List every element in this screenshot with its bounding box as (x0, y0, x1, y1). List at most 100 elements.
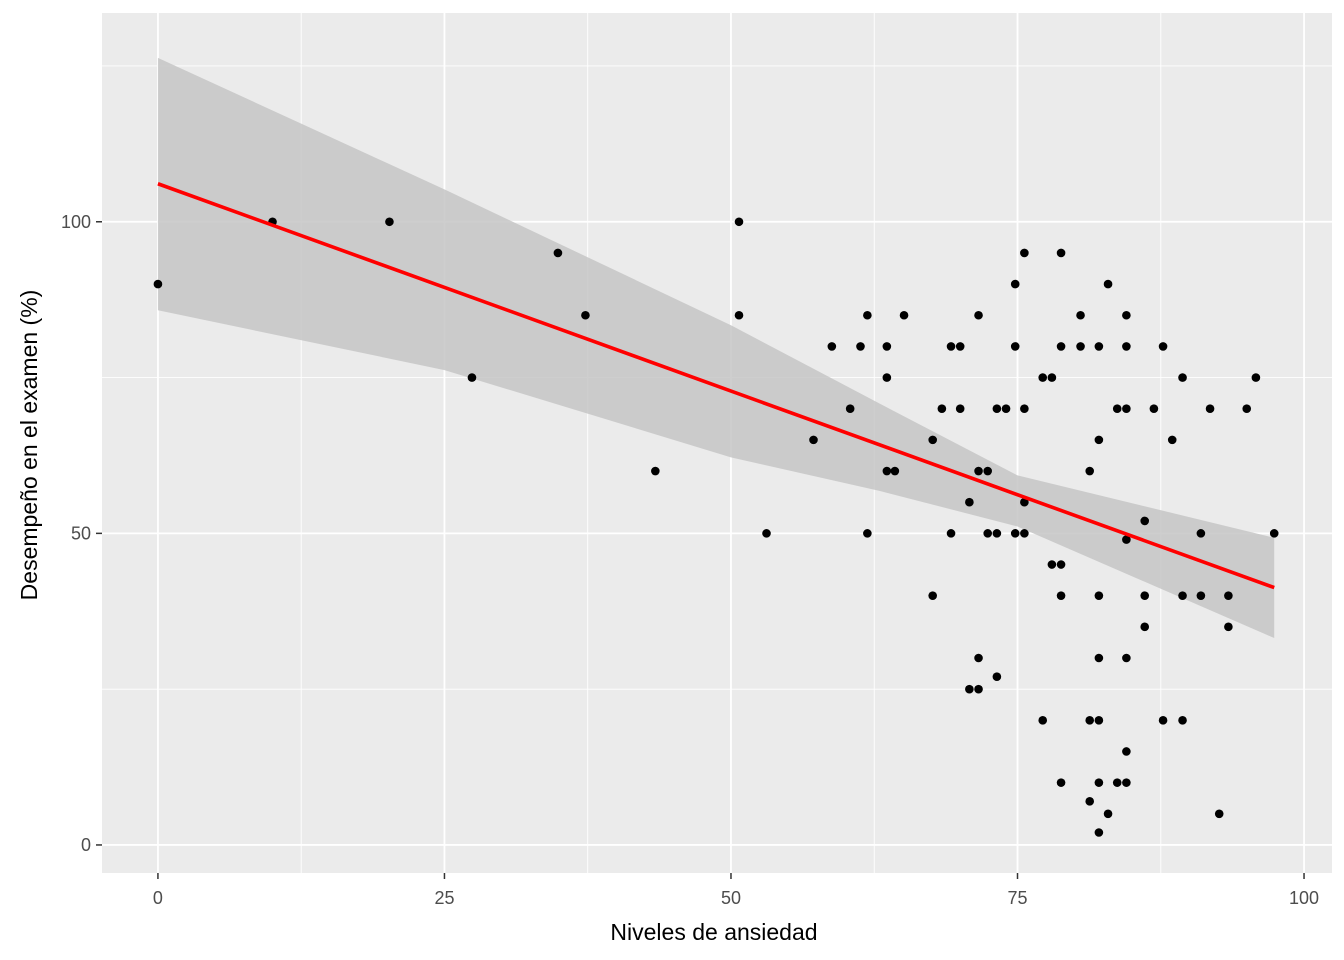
data-point (1020, 404, 1029, 414)
data-point (1112, 778, 1122, 787)
data-point (1103, 279, 1113, 289)
x-tick-label: 25 (434, 888, 454, 908)
data-point (1085, 797, 1095, 806)
data-point (863, 310, 872, 320)
data-point (1196, 529, 1206, 538)
data-point (1094, 653, 1104, 663)
data-point (946, 529, 956, 538)
x-tick-label: 50 (721, 888, 741, 908)
data-point (734, 217, 744, 227)
data-point (899, 310, 909, 320)
data-point (992, 404, 1002, 414)
data-point (974, 653, 983, 663)
data-point (581, 310, 590, 320)
data-point (983, 466, 993, 476)
data-point (992, 672, 1002, 681)
data-point (1094, 591, 1104, 600)
x-tick-label: 0 (153, 888, 163, 908)
data-point (1122, 778, 1131, 787)
data-point (856, 342, 865, 351)
data-point (1076, 310, 1085, 320)
x-tick-label: 100 (1289, 888, 1319, 908)
data-point (553, 248, 563, 258)
data-point (1094, 778, 1104, 787)
data-point (1140, 516, 1150, 526)
data-point (1001, 404, 1011, 414)
data-point (1158, 716, 1168, 725)
data-point (955, 404, 965, 414)
data-point (1122, 535, 1131, 544)
y-tick-label: 50 (71, 523, 91, 543)
data-point (1224, 591, 1233, 600)
data-point (890, 466, 900, 476)
data-point (1178, 591, 1187, 600)
data-point (882, 373, 892, 382)
data-point (651, 466, 660, 476)
x-tick-label: 75 (1007, 888, 1027, 908)
data-point (1140, 591, 1150, 600)
data-point (1158, 342, 1168, 351)
y-tick-label: 100 (61, 212, 91, 232)
data-point (809, 435, 818, 445)
data-point (1122, 747, 1131, 756)
data-point (845, 404, 855, 414)
data-point (1251, 373, 1261, 382)
data-point (734, 310, 744, 320)
data-point (974, 310, 983, 320)
data-point (1103, 809, 1113, 819)
data-point (1076, 342, 1085, 351)
data-point (1047, 560, 1057, 569)
data-point (1056, 248, 1066, 258)
data-point (1056, 591, 1066, 600)
data-point (1122, 404, 1131, 414)
data-point (937, 404, 947, 414)
data-point (974, 466, 983, 476)
data-point (1242, 404, 1252, 414)
data-point (1149, 404, 1159, 414)
y-axis: 0 50 100 (61, 212, 102, 855)
data-point (1085, 466, 1095, 476)
data-point (983, 529, 993, 538)
data-point (762, 529, 771, 538)
regression-line (157, 182, 1275, 590)
data-point (1094, 828, 1104, 837)
data-point (827, 342, 837, 351)
data-point (1214, 809, 1224, 819)
data-point (1269, 529, 1279, 538)
data-point (1094, 716, 1104, 725)
data-point (1224, 622, 1233, 632)
data-point (1020, 497, 1029, 507)
data-point (1047, 373, 1057, 382)
data-point (385, 217, 394, 227)
data-point (1085, 716, 1095, 725)
data-point (1094, 435, 1104, 445)
data-point (974, 684, 983, 694)
data-point (955, 342, 965, 351)
data-point (882, 342, 892, 351)
data-point (1056, 560, 1066, 569)
data-point (928, 435, 937, 445)
data-point (1178, 373, 1187, 382)
confidence-band-layer (157, 57, 1275, 639)
fit-line-layer (157, 182, 1275, 590)
data-point (1056, 342, 1066, 351)
data-point (1056, 778, 1066, 787)
data-point (1010, 342, 1020, 351)
data-point (1205, 404, 1215, 414)
data-point (965, 684, 974, 694)
data-point (1020, 248, 1029, 258)
data-point (946, 342, 956, 351)
data-point (882, 466, 892, 476)
data-point (1122, 342, 1131, 351)
data-point (863, 529, 872, 538)
data-point (1112, 404, 1122, 414)
data-point (928, 591, 937, 600)
data-point (1010, 529, 1020, 538)
data-point (1122, 653, 1131, 663)
data-point (153, 279, 163, 289)
data-point (965, 497, 974, 507)
x-axis-title: Niveles de ansiedad (610, 919, 817, 945)
points-layer (153, 217, 1279, 837)
data-point (1178, 716, 1187, 725)
confidence-band (157, 57, 1275, 639)
